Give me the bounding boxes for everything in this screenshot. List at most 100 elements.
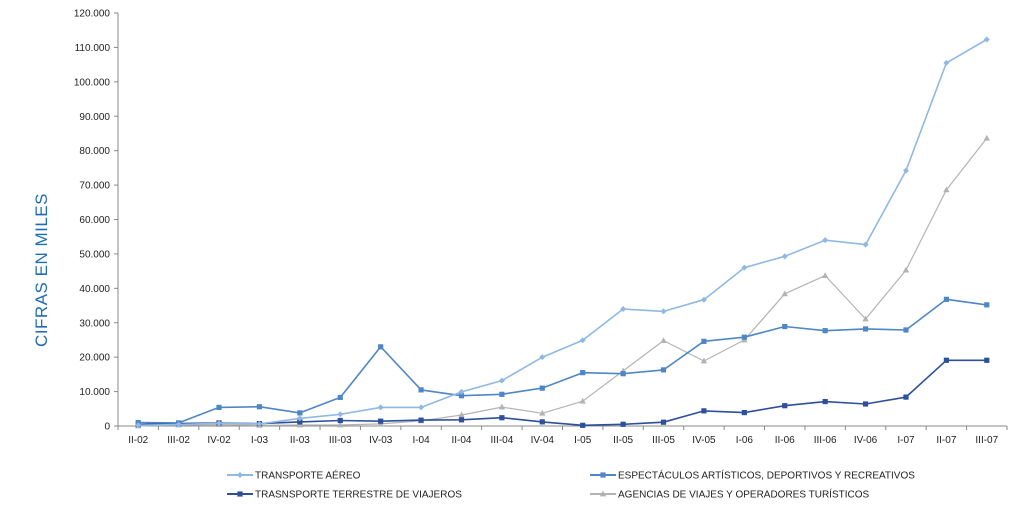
y-tick-label: 120.000 [74, 9, 111, 20]
series-1 [135, 36, 990, 429]
series-2-point [539, 385, 545, 391]
legend-swatch-point [599, 490, 607, 497]
y-tick-label: 100.000 [74, 77, 111, 88]
series-3-point [741, 409, 747, 416]
series-2-point [620, 371, 626, 377]
x-tick-label: II-05 [613, 435, 633, 446]
series-1-point [741, 264, 748, 271]
y-tick-label: 0 [104, 422, 110, 433]
y-tick-label: 90.000 [79, 112, 110, 123]
series-1-point [579, 337, 586, 344]
series-4-point [983, 134, 990, 141]
axes: 0 10.000 20.000 30.000 40.000 50.000 60.000 70.… [74, 9, 1008, 446]
legend-label: AGENCIAS DE VIAJES Y OPERADORES TURÍSTIC… [618, 488, 870, 501]
legend-label: ESPECTÁCULOS ARTÍSTICOS, DEPORTIVOS Y RE… [618, 469, 915, 482]
series-3-point [620, 421, 626, 427]
series-2-point [337, 394, 343, 401]
legend-swatch-point [600, 472, 606, 478]
series-4-point [458, 411, 465, 418]
legend-item-3: TRASNSPORTE TERRESTRE DE VIAJEROS [227, 490, 462, 501]
x-tick-label: III-07 [975, 435, 998, 446]
x-tick-label: I-03 [251, 435, 269, 446]
series-1-point [337, 411, 344, 418]
series-2-point [741, 334, 747, 340]
y-tick-label: 70.000 [79, 181, 110, 192]
series-4-point [498, 403, 506, 410]
series-2-point [580, 370, 586, 376]
series-3-point [782, 403, 788, 409]
series-3-point [499, 415, 505, 421]
x-tick-label: I-07 [897, 435, 915, 446]
series-2-point [701, 338, 707, 344]
x-tick-label: II-04 [451, 435, 471, 446]
y-tick-label: 80.000 [79, 146, 110, 157]
series-1-point [700, 296, 707, 303]
series-1-point [862, 241, 869, 248]
series-4-point [579, 397, 586, 404]
series-3-point [862, 401, 869, 407]
series-3-point [337, 417, 343, 424]
series-3 [135, 357, 990, 428]
series-1-point [660, 308, 667, 315]
series-1-point [256, 420, 263, 427]
legend: TRANSPORTE AÉREO ESPECTÁCULOS ARTÍSTICOS,… [227, 469, 915, 501]
legend-swatch-point [237, 491, 243, 497]
series-3-point [539, 419, 545, 425]
y-axis-title: CIFRAS EN MILES [32, 193, 51, 347]
series-4-point [862, 315, 869, 322]
x-tick-label: III-02 [167, 435, 190, 446]
series-2-point [822, 328, 828, 334]
series-3-point [458, 417, 465, 423]
x-tick-label: II-03 [290, 435, 310, 446]
series-1-point [620, 305, 627, 312]
series-2-line [138, 298, 987, 424]
series-1-point [377, 404, 384, 411]
series-2-point [782, 323, 788, 330]
legend-label: TRANSPORTE AÉREO [255, 469, 361, 482]
legend-label: TRASNSPORTE TERRESTRE DE VIAJEROS [255, 490, 462, 501]
x-tick-label: IV-06 [854, 435, 878, 446]
y-tick-label: 20.000 [79, 353, 110, 364]
series-3-point [822, 398, 828, 405]
legend-item-4: AGENCIAS DE VIAJES Y OPERADORES TURÍSTIC… [590, 488, 870, 501]
series-2-point [216, 404, 222, 411]
y-tick-label: 40.000 [79, 284, 110, 295]
series-2 [135, 296, 990, 426]
series-3-point [297, 419, 303, 425]
series-2-point [660, 367, 667, 373]
y-tick-label: 10.000 [79, 387, 110, 398]
series-4-point [660, 337, 667, 344]
y-tick-label: 110.000 [75, 43, 111, 54]
series-2-point [297, 410, 303, 416]
x-tick-label: I-06 [736, 435, 754, 446]
series-4-point [902, 266, 910, 273]
x-tick-label: I-05 [574, 435, 592, 446]
series-1-point [458, 388, 465, 395]
series-3-line [138, 359, 987, 427]
series-1-point [296, 415, 303, 422]
series-4-point [781, 290, 788, 297]
series-2-point [903, 327, 909, 333]
series-1-point [902, 167, 909, 174]
x-tick-label: II-06 [775, 435, 795, 446]
x-tick-label: IV-03 [369, 435, 393, 446]
legend-item-1: TRANSPORTE AÉREO [227, 469, 361, 482]
series-1-point [175, 421, 182, 428]
series-1-point [822, 237, 829, 244]
series-3-point [701, 408, 707, 414]
x-tick-label: III-06 [814, 435, 837, 446]
series-3-point [943, 357, 949, 363]
series-4-point [337, 421, 344, 428]
legend-item-2: ESPECTÁCULOS ARTÍSTICOS, DEPORTIVOS Y RE… [590, 469, 915, 482]
series-2-point [499, 391, 505, 397]
series-1-point [781, 253, 788, 260]
x-tick-label: IV-05 [692, 435, 716, 446]
x-tick-label: III-05 [652, 435, 675, 446]
series-3-point [378, 418, 384, 424]
series-4-line [138, 137, 988, 427]
x-tick-label: III-04 [490, 435, 513, 446]
series-2-point [984, 302, 990, 308]
series-2-point [256, 404, 263, 410]
